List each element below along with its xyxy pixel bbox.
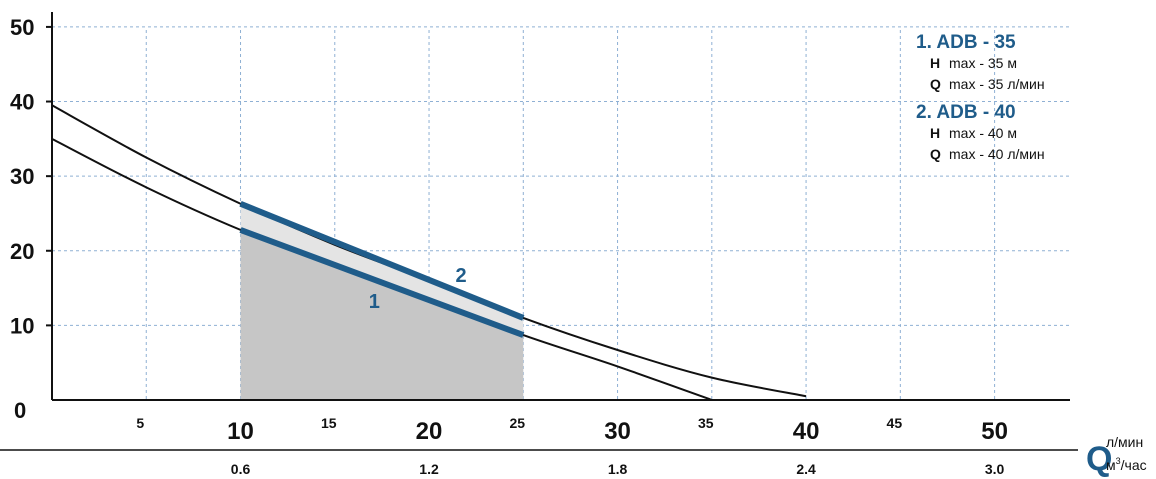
operating-area <box>240 203 524 400</box>
y-tick-label: 50 <box>10 15 34 40</box>
x2-tick-label: 1.2 <box>419 461 439 477</box>
series-label-2: 2 <box>456 265 467 287</box>
highlight-segment-2 <box>239 200 525 321</box>
y-tick-label: 40 <box>10 90 34 115</box>
x-axis-unit-secondary: м3/час <box>1106 456 1147 473</box>
labels: 0 10 20 30 40 50 10 20 30 40 50 5 15 25 35 45 0.6 1.2 1.8 2… <box>10 15 1008 477</box>
axes <box>0 12 1078 451</box>
y-tick-label: 10 <box>10 313 34 338</box>
highlight-segment-1 <box>239 227 525 338</box>
x-axis-unit-rest: /час <box>1121 457 1147 473</box>
legend-h-text-2: max - 40 м <box>949 125 1017 141</box>
legend-h-text-1: max - 35 м <box>949 55 1017 71</box>
legend-q-text-2: max - 40 л/мин <box>949 146 1045 162</box>
x2-tick-label: 0.6 <box>231 461 251 477</box>
x-tick-label-major: 50 <box>981 418 1008 445</box>
x-tick-label-major: 30 <box>604 418 631 445</box>
x-axis-unit-base: м <box>1106 457 1116 473</box>
operating-area-1 <box>240 229 524 400</box>
legend-q-key-2: Q <box>930 146 941 162</box>
legend-h-key-1: H <box>930 55 940 71</box>
legend-title-2: 2. ADB - 40 <box>916 102 1016 123</box>
operating-band-2 <box>240 203 524 336</box>
legend-h-key-2: H <box>930 125 940 141</box>
x-axis-q-letter: Q <box>1086 440 1112 478</box>
x-tick-label-major: 40 <box>793 418 820 445</box>
y-tick-label: 0 <box>14 398 26 423</box>
x-tick-label-minor: 25 <box>510 415 526 431</box>
x2-tick-label: 3.0 <box>985 461 1005 477</box>
legend-q-text-1: max - 35 л/мин <box>949 76 1045 92</box>
x-axis-unit-sup: 3 <box>1116 456 1121 466</box>
curves <box>51 104 807 401</box>
x-axis-unit-primary: л/мин <box>1106 434 1143 450</box>
x-tick-label-minor: 15 <box>321 415 337 431</box>
x-tick-label-minor: 35 <box>698 415 714 431</box>
y-tick-label: 20 <box>10 239 34 264</box>
x-tick-label-minor: 45 <box>887 415 903 431</box>
x-axis-unit-label: Q л/мин м3/час <box>1086 434 1147 478</box>
series-label-1: 1 <box>369 291 380 313</box>
legend-q-key-1: Q <box>930 76 941 92</box>
legend-title-1: 1. ADB - 35 <box>916 32 1016 53</box>
y-tick-label: 30 <box>10 164 34 189</box>
x-tick-label-major: 20 <box>416 418 443 445</box>
x2-tick-label: 1.8 <box>608 461 628 477</box>
x2-tick-label: 2.4 <box>796 461 816 477</box>
x-tick-label-major: 10 <box>227 418 254 445</box>
x-tick-label-minor: 5 <box>136 415 144 431</box>
legend: 1. ADB - 35 H max - 35 м Q max - 35 л/ми… <box>916 32 1045 162</box>
